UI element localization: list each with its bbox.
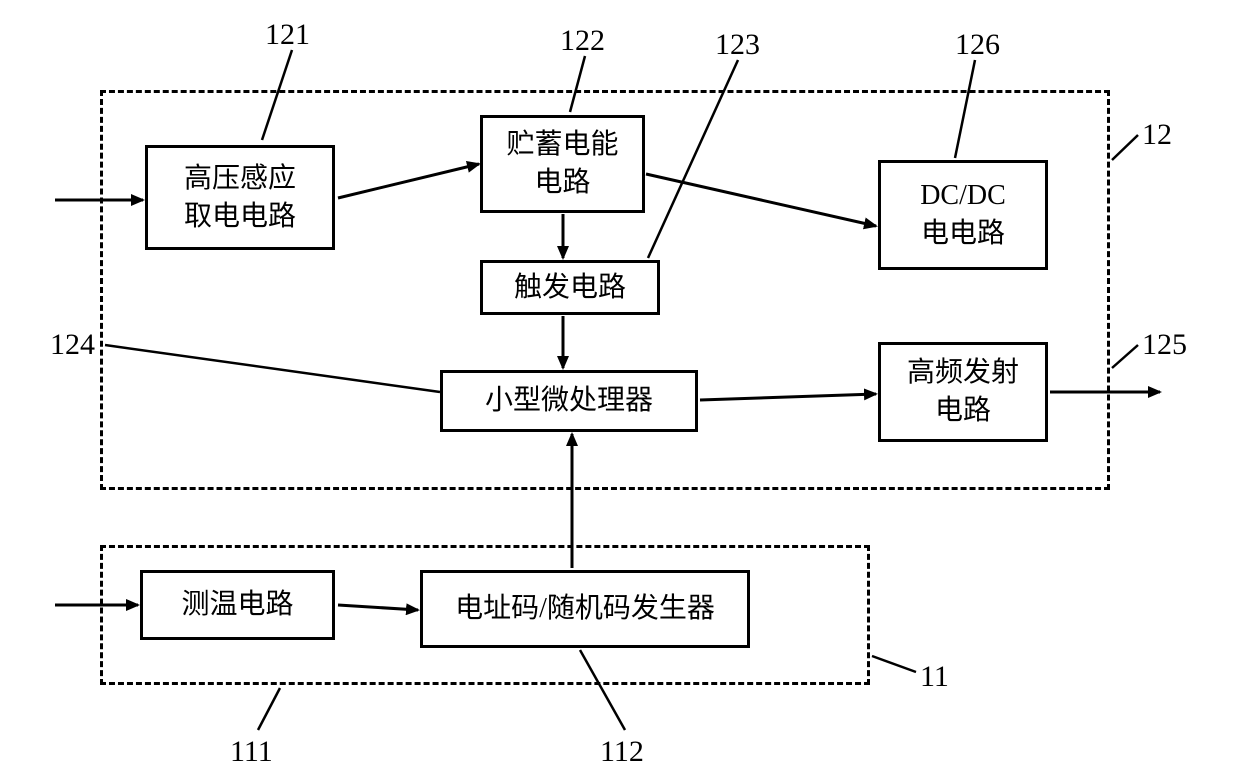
node-126: DC/DC 电电路	[878, 160, 1048, 270]
ref-112: 112	[600, 735, 644, 769]
ref-121: 121	[265, 18, 310, 52]
ref-111: 111	[230, 735, 273, 769]
node-111: 测温电路	[140, 570, 335, 640]
ref-125: 125	[1142, 328, 1187, 362]
node-123: 触发电路	[480, 260, 660, 315]
node-125-label: 高频发射 电路	[907, 354, 1019, 430]
node-122-label: 贮蓄电能 电路	[506, 126, 618, 202]
node-124-label: 小型微处理器	[485, 382, 653, 420]
ref-12: 12	[1142, 118, 1172, 152]
ref-11: 11	[920, 660, 949, 694]
ref-123: 123	[715, 28, 760, 62]
node-112: 电址码/随机码发生器	[420, 570, 750, 648]
node-125: 高频发射 电路	[878, 342, 1048, 442]
node-126-label: DC/DC 电电路	[920, 177, 1006, 253]
node-124: 小型微处理器	[440, 370, 698, 432]
diagram-canvas: 高压感应 取电电路 贮蓄电能 电路 触发电路 DC/DC 电电路 小型微处理器 …	[0, 0, 1240, 783]
node-121: 高压感应 取电电路	[145, 145, 335, 250]
ref-124: 124	[50, 328, 95, 362]
node-122: 贮蓄电能 电路	[480, 115, 645, 213]
node-123-label: 触发电路	[514, 269, 626, 307]
node-112-label: 电址码/随机码发生器	[455, 590, 715, 628]
ref-122: 122	[560, 24, 605, 58]
node-111-label: 测温电路	[181, 586, 293, 624]
node-121-label: 高压感应 取电电路	[184, 160, 296, 236]
ref-126: 126	[955, 28, 1000, 62]
